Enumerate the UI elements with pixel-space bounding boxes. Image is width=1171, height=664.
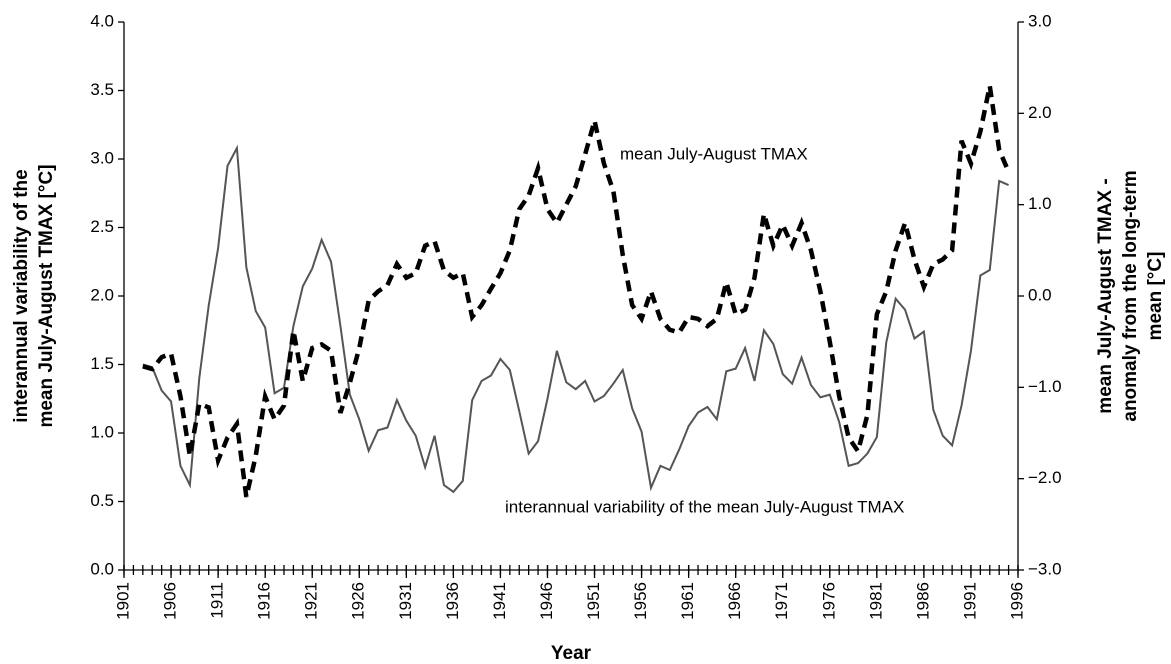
annotation: interannual variability of the mean July… xyxy=(505,497,904,516)
x-tick-label: 1936 xyxy=(443,582,462,620)
y-tick-label: 0.0 xyxy=(90,559,114,578)
x-tick-label: 1926 xyxy=(349,582,368,620)
x-tick-label: 1986 xyxy=(913,582,932,620)
y-tick-label: 2.5 xyxy=(90,217,114,236)
y-tick-label: 1.5 xyxy=(90,354,114,373)
y-tick-label: 2.0 xyxy=(90,285,114,304)
x-tick-label: 1951 xyxy=(584,582,603,620)
y-tick-label: 3.5 xyxy=(90,80,114,99)
y-axis-label: interannual variability of the xyxy=(11,169,32,422)
y-tick-label: 3.0 xyxy=(90,148,114,167)
series-line xyxy=(142,144,1009,494)
y-tick-label: 0.5 xyxy=(90,491,114,510)
x-tick-label: 1956 xyxy=(631,582,650,620)
x-tick-label: 1911 xyxy=(208,582,227,619)
x-tick-label: 1916 xyxy=(255,582,274,620)
y-tick-label: 4.0 xyxy=(90,11,114,30)
x-tick-label: 1921 xyxy=(302,582,321,620)
x-tick-label: 1991 xyxy=(960,582,979,620)
annotation: mean July-August TMAX xyxy=(620,144,808,163)
x-tick-label: 1906 xyxy=(161,582,180,620)
y-tick-label: 1.0 xyxy=(90,422,114,441)
y2-tick-label: 2.0 xyxy=(1028,103,1052,122)
y2-tick-label: 3.0 xyxy=(1028,11,1052,30)
y2-tick-label: 0.0 xyxy=(1028,285,1052,304)
y-axis-label: mean July-August TMAX [°C] xyxy=(36,164,57,427)
x-tick-label: 1996 xyxy=(1007,582,1026,620)
x-tick-label: 1971 xyxy=(772,582,791,620)
y2-tick-label: −3.0 xyxy=(1028,559,1062,578)
y2-tick-label: −2.0 xyxy=(1028,468,1062,487)
x-tick-label: 1961 xyxy=(678,582,697,620)
x-tick-label: 1931 xyxy=(396,582,415,620)
y2-tick-label: 1.0 xyxy=(1028,194,1052,213)
x-tick-label: 1976 xyxy=(819,582,838,620)
x-tick-label: 1901 xyxy=(113,582,132,620)
y2-axis-label: mean July-August TMAX - xyxy=(1095,178,1116,413)
x-tick-label: 1981 xyxy=(866,582,885,620)
series-line xyxy=(142,85,1011,498)
y2-tick-label: −1.0 xyxy=(1028,377,1062,396)
x-tick-label: 1941 xyxy=(490,582,509,620)
y2-axis-label: mean [°C] xyxy=(1145,252,1166,341)
x-axis-label: Year xyxy=(551,643,592,664)
x-tick-label: 1966 xyxy=(725,582,744,620)
x-tick-label: 1946 xyxy=(537,582,556,620)
y2-axis-label: anomaly from the long-term xyxy=(1120,170,1141,421)
